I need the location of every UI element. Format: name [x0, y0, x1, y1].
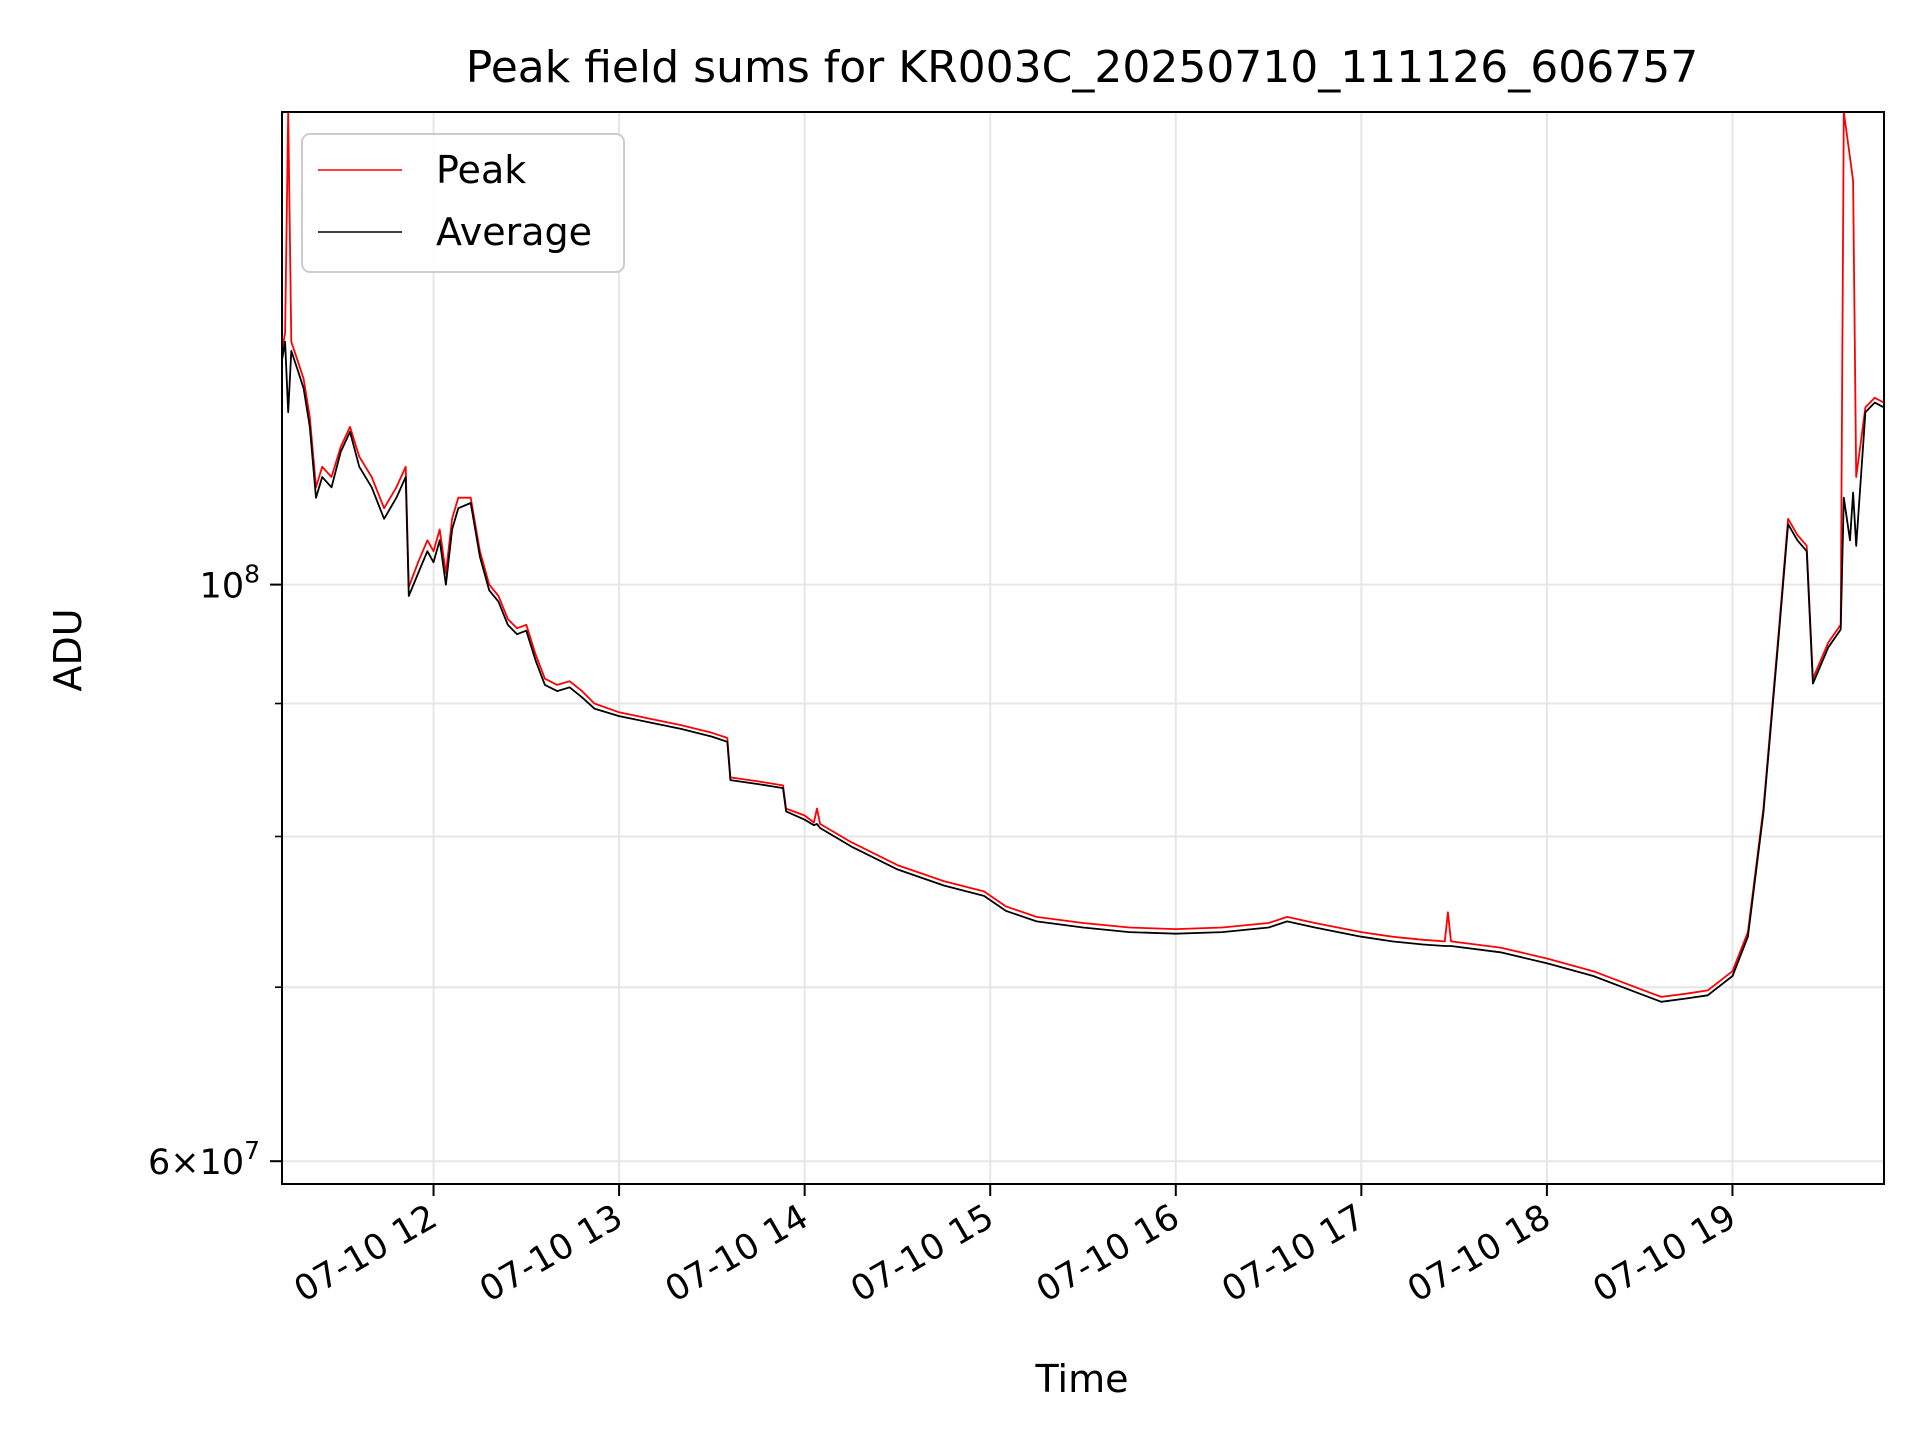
legend: Peak Average	[301, 133, 625, 273]
chart-title: Peak field sums for KR003C_20250710_1111…	[466, 42, 1698, 93]
x-axis-label: Time	[1035, 1357, 1129, 1401]
plot-frame	[281, 111, 1885, 1185]
y-axis-label: ADU	[46, 608, 90, 691]
series-lines	[282, 112, 1884, 1003]
series-line-average	[282, 340, 1884, 1003]
y-tick-label: 108	[200, 560, 260, 607]
y-tick-label: 6×107	[148, 1136, 260, 1183]
legend-label-peak: Peak	[436, 148, 526, 192]
legend-label-average: Average	[436, 210, 592, 254]
series-line-peak	[282, 112, 1884, 998]
legend-box	[301, 133, 625, 273]
grid	[282, 112, 1884, 1184]
